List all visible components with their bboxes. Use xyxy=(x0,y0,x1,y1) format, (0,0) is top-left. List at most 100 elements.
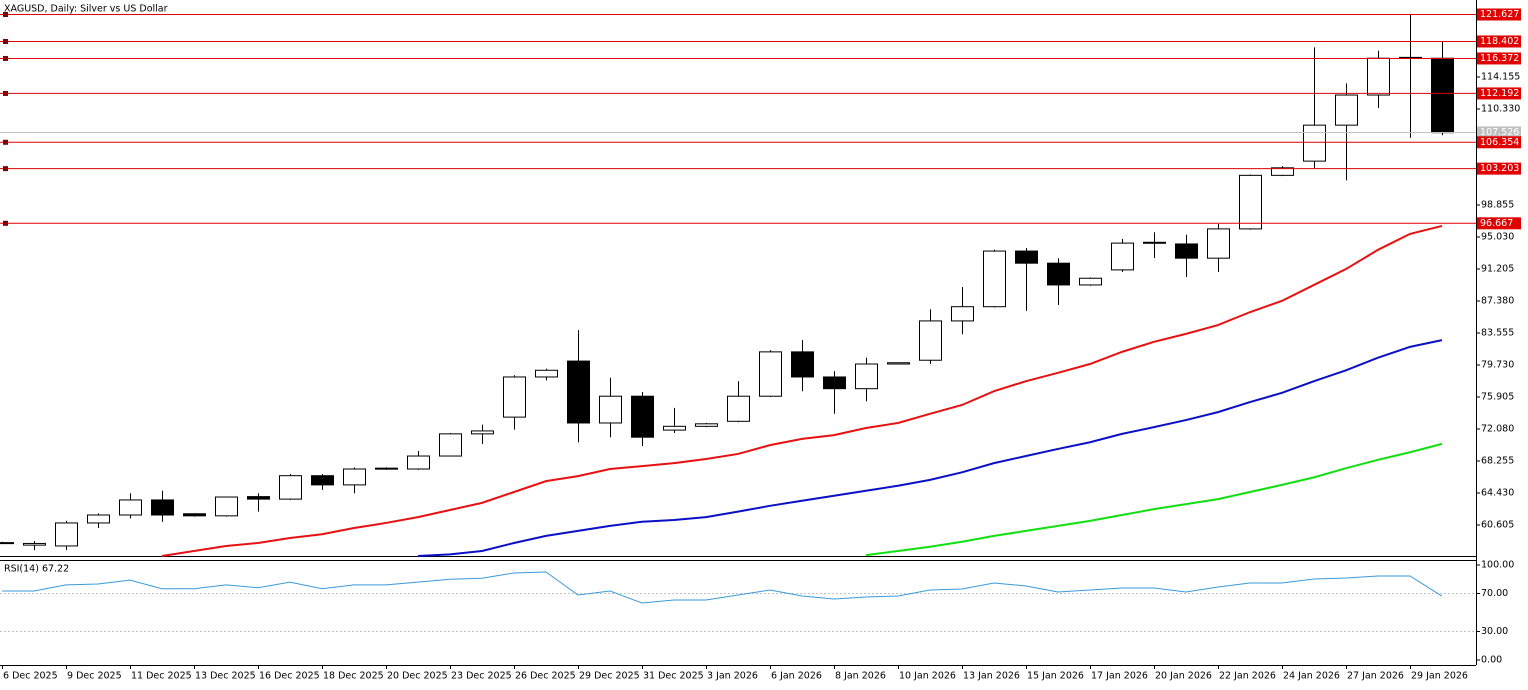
candle-body xyxy=(23,542,46,546)
candle-body xyxy=(1143,241,1166,244)
price-level-box xyxy=(1477,87,1521,100)
candle-body xyxy=(727,395,750,422)
x-tick-label: 20 Jan 2026 xyxy=(1155,671,1212,682)
price-level-box xyxy=(1477,8,1521,21)
candle-body xyxy=(215,496,238,517)
candle-body xyxy=(759,351,782,397)
y-tick-label: 100.00 xyxy=(1481,559,1514,570)
y-tick-label: 110.330 xyxy=(1481,104,1520,115)
price-level-box xyxy=(1477,52,1521,65)
candle-body xyxy=(471,430,494,435)
candle-body xyxy=(1079,277,1102,286)
price-level-anchor xyxy=(3,166,8,172)
candle-body xyxy=(887,362,910,365)
price-level-anchor xyxy=(3,11,8,17)
price-level-anchor xyxy=(3,220,8,226)
candle-body xyxy=(1111,242,1134,271)
candle-body xyxy=(663,425,686,431)
price-level-anchor xyxy=(3,90,8,96)
candle-body xyxy=(1367,57,1390,96)
rsi-title: RSI(14) 67.22 xyxy=(4,564,69,575)
x-tick-label: 16 Dec 2025 xyxy=(259,671,320,682)
candle-body xyxy=(1271,167,1294,176)
candle-body xyxy=(791,351,814,378)
price-level-box xyxy=(1477,35,1521,48)
price-level-anchor xyxy=(3,139,8,145)
x-tick-label: 8 Jan 2026 xyxy=(835,671,886,682)
x-tick-label: 24 Jan 2026 xyxy=(1283,671,1340,682)
x-tick-label: 6 Dec 2025 xyxy=(3,671,58,682)
x-tick-label: 9 Dec 2025 xyxy=(67,671,122,682)
price-level-label: 96.667 xyxy=(1480,218,1513,229)
candle-body xyxy=(503,376,526,418)
candle-body xyxy=(1015,250,1038,264)
price-level-label: 118.402 xyxy=(1480,36,1519,47)
y-tick-label: 64.430 xyxy=(1481,488,1514,499)
candle-body xyxy=(1207,228,1230,259)
x-tick-label: 22 Jan 2026 xyxy=(1219,671,1276,682)
moving-average xyxy=(417,339,1443,557)
candle-body xyxy=(919,320,942,361)
x-tick-label: 29 Dec 2025 xyxy=(579,671,640,682)
price-level-label: 116.372 xyxy=(1480,53,1519,64)
y-tick-label: 72.080 xyxy=(1481,424,1514,435)
price-level-box xyxy=(1477,217,1521,230)
candle-body xyxy=(1175,243,1198,259)
candle-body xyxy=(695,423,718,427)
y-tick-label: 95.030 xyxy=(1481,232,1514,243)
candle-body xyxy=(183,513,206,517)
candle-body xyxy=(823,376,846,390)
x-tick-label: 11 Dec 2025 xyxy=(131,671,192,682)
y-tick-label: 68.255 xyxy=(1481,456,1514,467)
candle-body xyxy=(247,496,270,500)
x-tick-label: 18 Dec 2025 xyxy=(323,671,384,682)
x-tick-label: 27 Jan 2026 xyxy=(1347,671,1404,682)
rsi-line xyxy=(2,571,1443,604)
y-tick-label: 83.555 xyxy=(1481,328,1514,339)
candle-body xyxy=(567,360,590,424)
y-tick-label: 87.380 xyxy=(1481,296,1514,307)
chart-title: XAGUSD, Daily: Silver vs US Dollar xyxy=(4,4,168,15)
candle-body xyxy=(1303,124,1326,162)
x-tick-label: 17 Jan 2026 xyxy=(1091,671,1148,682)
candle-body xyxy=(151,499,174,516)
candle-body xyxy=(599,395,622,424)
candle-body xyxy=(87,514,110,524)
candle-body xyxy=(279,475,302,500)
current-price-box xyxy=(1477,126,1521,139)
y-tick-label: 98.855 xyxy=(1481,200,1514,211)
y-tick-label: 30.00 xyxy=(1481,626,1508,637)
moving-average xyxy=(161,224,1443,557)
candle-body xyxy=(631,395,654,438)
candle-body xyxy=(375,467,398,470)
current-price-label: 107.526 xyxy=(1480,127,1519,138)
y-tick-label: 70.00 xyxy=(1481,588,1508,599)
candle-body xyxy=(55,522,78,547)
candle-body xyxy=(1431,57,1454,134)
y-tick-label: 60.605 xyxy=(1481,520,1514,531)
x-tick-label: 29 Jan 2026 xyxy=(1411,671,1468,682)
price-level-anchor xyxy=(3,38,8,44)
candle-body xyxy=(439,433,462,457)
x-tick-label: 26 Dec 2025 xyxy=(515,671,576,682)
candle-body xyxy=(311,475,334,486)
y-tick-label: 91.205 xyxy=(1481,264,1514,275)
candle-body xyxy=(535,369,558,378)
y-tick-label: 79.730 xyxy=(1481,360,1514,371)
y-tick-label: 0.00 xyxy=(1481,654,1502,665)
x-tick-label: 15 Jan 2026 xyxy=(1027,671,1084,682)
price-level-anchor xyxy=(3,55,8,61)
candle-body xyxy=(855,363,878,390)
candle-body xyxy=(343,468,366,486)
y-tick-label: 75.905 xyxy=(1481,392,1514,403)
x-tick-label: 31 Dec 2025 xyxy=(643,671,704,682)
x-tick-label: 10 Jan 2026 xyxy=(899,671,956,682)
x-tick-label: 6 Jan 2026 xyxy=(771,671,822,682)
moving-average xyxy=(865,442,1443,557)
candle-body xyxy=(407,455,430,470)
x-tick-label: 13 Dec 2025 xyxy=(195,671,256,682)
candle-body xyxy=(983,250,1006,308)
candle-body xyxy=(1047,262,1070,286)
